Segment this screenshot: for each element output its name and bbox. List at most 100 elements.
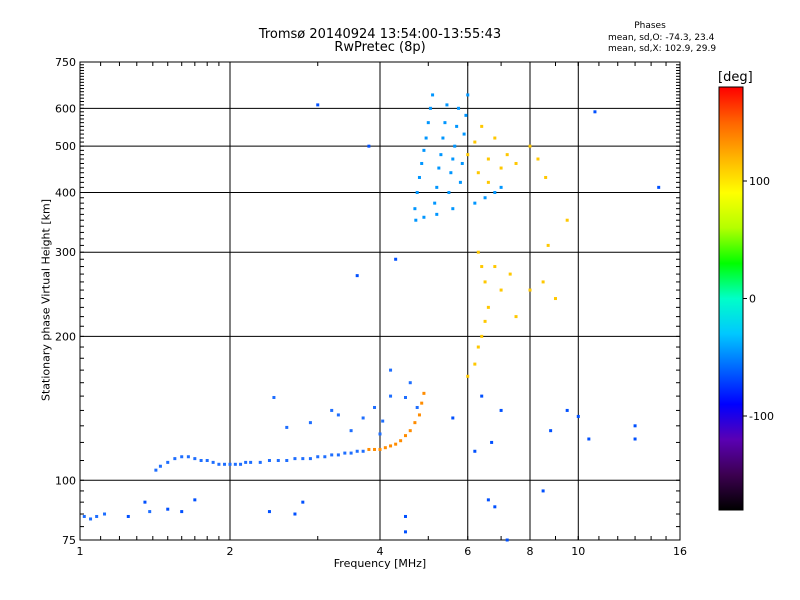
data-point: [193, 457, 197, 461]
data-point: [166, 507, 170, 511]
data-point: [414, 218, 418, 222]
data-point: [460, 161, 464, 165]
data-point: [408, 381, 412, 385]
data-point: [126, 514, 130, 518]
data-point: [457, 106, 461, 110]
data-point: [514, 315, 518, 319]
colorbar-tick-label: -100: [749, 410, 774, 423]
data-point: [483, 196, 487, 200]
x-tick-label: 10: [571, 545, 585, 558]
data-point: [565, 218, 569, 222]
data-point: [217, 462, 221, 466]
data-point: [505, 153, 509, 157]
data-point: [403, 514, 407, 518]
data-point: [493, 190, 497, 194]
data-point: [399, 439, 403, 443]
y-tick-label: 400: [55, 186, 76, 199]
chart-title-line1: Tromsø 20140924 13:54:00-13:55:43: [258, 27, 502, 42]
data-point: [394, 257, 398, 261]
data-point: [486, 498, 490, 502]
data-point: [424, 136, 428, 140]
data-point: [633, 424, 637, 428]
data-point: [367, 447, 371, 451]
colorbar-tick-label: 0: [749, 293, 756, 306]
data-point: [394, 442, 398, 446]
data-point: [158, 464, 162, 468]
data-point: [389, 394, 393, 398]
data-point: [435, 212, 439, 216]
data-point: [443, 121, 447, 125]
data-point: [355, 274, 359, 278]
colorbar-tick-label: 100: [749, 175, 770, 188]
y-tick-label: 750: [55, 56, 76, 69]
y-tick-label: 500: [55, 140, 76, 153]
data-point: [383, 446, 387, 450]
data-point: [576, 414, 580, 418]
data-point: [403, 434, 407, 438]
data-point: [301, 500, 305, 504]
data-point: [276, 458, 280, 462]
data-point: [473, 449, 477, 453]
plot-frame: [79, 61, 681, 541]
data-point: [490, 440, 494, 444]
data-point: [464, 113, 468, 117]
data-point: [536, 157, 540, 161]
data-point: [428, 106, 432, 110]
data-point: [367, 144, 371, 148]
data-point: [403, 395, 407, 399]
x-tick-label: 4: [377, 545, 384, 558]
data-point: [186, 455, 190, 459]
data-point: [233, 462, 237, 466]
data-point: [473, 140, 477, 144]
data-point: [361, 449, 365, 453]
data-point: [82, 514, 86, 518]
data-point: [483, 280, 487, 284]
phases-header: Phases: [634, 21, 666, 31]
phases-stats-o: mean, sd,O: -74.3, 23.4: [608, 33, 715, 43]
data-point: [420, 401, 424, 405]
data-point: [389, 444, 393, 448]
data-point: [553, 297, 557, 301]
colorbar: [718, 86, 744, 511]
colorbar-unit-label: [deg]: [718, 70, 753, 85]
data-point: [466, 93, 470, 97]
data-point: [343, 451, 347, 455]
data-point: [323, 455, 327, 459]
data-point: [499, 166, 503, 170]
data-point: [272, 395, 276, 399]
data-point: [480, 394, 484, 398]
data-point: [433, 201, 437, 205]
data-point: [657, 185, 661, 189]
data-point: [593, 110, 597, 114]
data-point: [413, 207, 417, 211]
data-point: [95, 514, 99, 518]
data-point: [378, 432, 382, 436]
data-point: [239, 462, 243, 466]
data-point: [514, 161, 518, 165]
data-point: [285, 458, 289, 462]
data-point: [403, 530, 407, 534]
data-point: [493, 265, 497, 269]
data-point: [308, 457, 312, 461]
data-point: [267, 510, 271, 514]
data-point: [431, 93, 435, 97]
x-tick-label: 8: [527, 545, 534, 558]
data-point: [499, 185, 503, 189]
data-point: [143, 500, 147, 504]
data-point: [426, 121, 430, 125]
y-tick-label: 100: [55, 474, 76, 487]
data-point: [330, 453, 334, 457]
y-tick-label: 600: [55, 102, 76, 115]
data-point: [301, 457, 305, 461]
data-point: [308, 421, 312, 425]
data-point: [453, 144, 457, 148]
data-point: [378, 447, 382, 451]
x-tick-label: 2: [227, 545, 234, 558]
x-axis-label: Frequency [MHz]: [333, 557, 427, 570]
data-point: [166, 460, 170, 464]
data-point: [565, 408, 569, 412]
data-point: [415, 405, 419, 409]
data-point: [462, 132, 466, 136]
y-tick-label: 75: [62, 534, 76, 547]
data-point: [528, 144, 532, 148]
